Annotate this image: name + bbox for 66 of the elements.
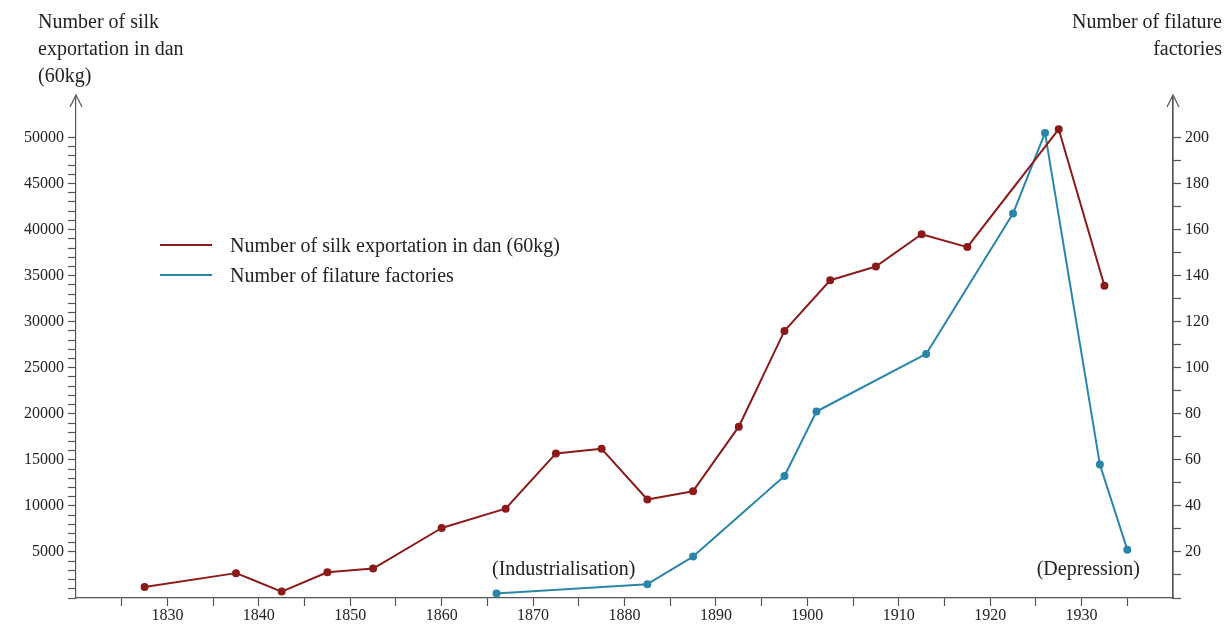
point xyxy=(812,407,821,416)
x-tick-label: 1930 xyxy=(1065,605,1098,623)
x-tick-label: 1850 xyxy=(334,605,367,623)
point xyxy=(734,422,743,431)
point xyxy=(551,449,560,458)
point xyxy=(922,349,931,358)
x-tick-label: 1870 xyxy=(517,605,550,623)
x-tick-label: 1860 xyxy=(425,605,458,623)
y2-tick-label: 40 xyxy=(1185,496,1201,514)
y2-tick-label: 140 xyxy=(1185,265,1209,283)
annotation: (Industrialisation) xyxy=(492,557,636,580)
point xyxy=(1041,128,1050,137)
point xyxy=(1123,545,1132,554)
y2-tick-label: 80 xyxy=(1185,404,1201,422)
point xyxy=(277,587,286,596)
point xyxy=(501,504,510,513)
y-tick-label: 40000 xyxy=(24,219,64,237)
y-axis-title: Number of silk exportation in dan (60kg) xyxy=(38,9,185,89)
point xyxy=(140,582,149,591)
y-tick-label: 10000 xyxy=(24,496,64,514)
x-tick-label: 1890 xyxy=(699,605,732,623)
y-tick-label: 25000 xyxy=(24,357,64,375)
x-tick-label: 1830 xyxy=(151,605,184,623)
y-tick-label: 30000 xyxy=(24,311,64,329)
y-tick-label: 20000 xyxy=(24,404,64,422)
point xyxy=(963,243,972,252)
point xyxy=(917,230,926,239)
y-tick-label: 5000 xyxy=(32,542,64,560)
point xyxy=(689,552,698,561)
point xyxy=(780,471,789,480)
point xyxy=(871,262,880,271)
point xyxy=(1054,125,1063,134)
point xyxy=(231,569,240,578)
y2-tick-label: 180 xyxy=(1185,173,1209,191)
y-tick-label: 45000 xyxy=(24,173,64,191)
point xyxy=(643,495,652,504)
y-tick-label: 15000 xyxy=(24,450,64,468)
point xyxy=(492,589,501,598)
legend-label: Number of silk exportation in dan (60kg) xyxy=(230,233,560,257)
point xyxy=(689,487,698,496)
x-tick-label: 1910 xyxy=(882,605,915,623)
point xyxy=(369,564,378,573)
legend-label: Number of filature factories xyxy=(230,263,454,287)
y2-tick-label: 60 xyxy=(1185,450,1201,468)
point xyxy=(323,568,332,577)
y-tick-label: 35000 xyxy=(24,265,64,283)
point xyxy=(780,326,789,335)
y2-tick-label: 120 xyxy=(1185,311,1209,329)
y2-tick-label: 200 xyxy=(1185,127,1209,145)
point xyxy=(597,444,606,453)
x-tick-label: 1900 xyxy=(791,605,824,623)
point xyxy=(643,580,652,589)
y-tick-label: 50000 xyxy=(24,127,64,145)
x-tick-label: 1840 xyxy=(242,605,275,623)
y2-axis-title: Number of filature factories xyxy=(1071,9,1222,61)
x-tick-label: 1880 xyxy=(608,605,641,623)
point xyxy=(826,276,835,285)
y2-tick-label: 20 xyxy=(1185,542,1201,560)
annotation: (Depression) xyxy=(1036,557,1140,580)
x-tick-label: 1920 xyxy=(974,605,1007,623)
y2-tick-label: 160 xyxy=(1185,219,1209,237)
point xyxy=(1100,281,1109,290)
y2-tick-label: 100 xyxy=(1185,357,1209,375)
point xyxy=(437,524,446,533)
point xyxy=(1009,209,1018,218)
point xyxy=(1095,460,1104,469)
